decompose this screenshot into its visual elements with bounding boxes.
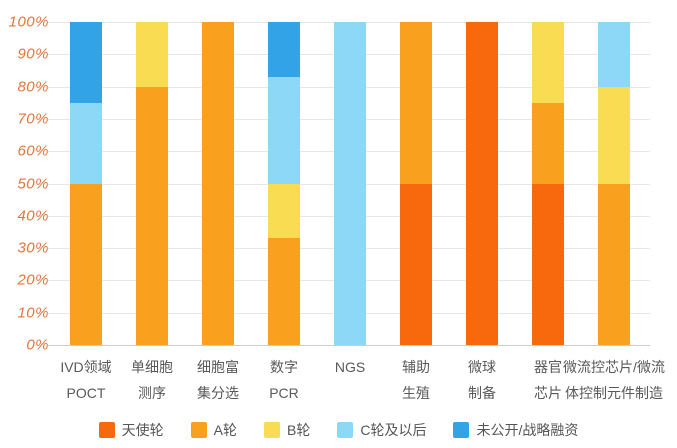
bar-segment bbox=[598, 22, 630, 87]
y-tick-label: 40% bbox=[17, 207, 49, 225]
chart-legend: 天使轮 A轮 B轮 C轮及以后 未公开/战略融资 bbox=[0, 420, 677, 440]
category-label-line: 芯片 bbox=[534, 385, 562, 401]
category-label-line: 测序 bbox=[138, 385, 166, 401]
bar-column bbox=[70, 22, 102, 345]
category-label-line: IVD领域 bbox=[60, 359, 112, 375]
bar-segment bbox=[136, 86, 168, 345]
category-label: NGS bbox=[335, 354, 365, 380]
legend-label: 未公开/战略融资 bbox=[476, 422, 579, 438]
legend-label: B轮 bbox=[286, 422, 311, 438]
category-label-line: 体控制元件制造 bbox=[564, 385, 663, 401]
bar-segment bbox=[268, 183, 300, 239]
gridline bbox=[48, 345, 650, 346]
bar-segment bbox=[70, 183, 102, 345]
category-label-line: 制备 bbox=[468, 385, 496, 401]
bar-segment bbox=[532, 183, 564, 345]
y-tick-label: 50% bbox=[17, 175, 49, 192]
category-label: 数字 PCR bbox=[269, 354, 299, 406]
y-tick-label: 90% bbox=[17, 45, 49, 63]
legend-item: C轮及以后 bbox=[337, 420, 426, 440]
legend-swatch bbox=[190, 422, 207, 438]
legend-item: A轮 bbox=[190, 420, 237, 440]
category-label-line: 细胞富 bbox=[197, 359, 239, 375]
bar-segment bbox=[334, 22, 366, 345]
y-tick-label: 10% bbox=[17, 304, 49, 322]
bar-segment bbox=[400, 183, 432, 345]
category-label: 单细胞 测序 bbox=[131, 354, 173, 406]
bar-segment bbox=[70, 22, 102, 103]
category-label-line: 辅助 bbox=[402, 359, 430, 375]
category-label-line: 集分选 bbox=[197, 385, 239, 401]
category-label-line: PCR bbox=[269, 385, 299, 401]
category-label-line: POCT bbox=[66, 385, 106, 401]
bar-segment bbox=[400, 22, 432, 184]
y-tick-label: 20% bbox=[17, 271, 49, 289]
category-label: 细胞富 集分选 bbox=[197, 354, 239, 406]
category-label-line: 微流控芯片/微流 bbox=[563, 359, 665, 375]
bar-column bbox=[532, 22, 564, 345]
bar-column bbox=[598, 22, 630, 345]
category-label: 微流控芯片/微流 体控制元件制造 bbox=[563, 354, 665, 406]
legend-label: A轮 bbox=[213, 422, 237, 438]
y-tick-label: 80% bbox=[17, 78, 49, 96]
bar-segment bbox=[268, 76, 300, 184]
legend-swatch bbox=[98, 422, 115, 438]
y-tick-label: 100% bbox=[8, 13, 49, 31]
legend-label: C轮及以后 bbox=[360, 422, 427, 438]
category-label: 微球 制备 bbox=[468, 354, 496, 406]
bar-column bbox=[334, 22, 366, 345]
category-label: 器官 芯片 bbox=[534, 354, 562, 406]
category-label: IVD领域 POCT bbox=[60, 354, 111, 406]
bar-column bbox=[136, 22, 168, 345]
category-label-line: 微球 bbox=[468, 359, 496, 375]
bar-segment bbox=[466, 22, 498, 345]
y-tick-label: 0% bbox=[26, 336, 49, 354]
legend-label: 天使轮 bbox=[121, 422, 164, 438]
bar-segment bbox=[598, 183, 630, 345]
bar-segment bbox=[202, 22, 234, 345]
bar-column bbox=[400, 22, 432, 345]
y-tick-label: 30% bbox=[17, 239, 49, 257]
bar-segment bbox=[532, 102, 564, 184]
y-tick-label: 60% bbox=[17, 142, 49, 160]
category-label: 辅助 生殖 bbox=[402, 354, 430, 406]
legend-swatch bbox=[337, 422, 354, 438]
bar-segment bbox=[532, 22, 564, 103]
bar-segment bbox=[598, 86, 630, 184]
legend-swatch bbox=[263, 422, 280, 438]
category-label-line: 数字 bbox=[270, 359, 298, 375]
legend-item: 天使轮 bbox=[98, 420, 164, 440]
bar-segment bbox=[268, 238, 300, 345]
bar-column bbox=[268, 22, 300, 345]
bar-column bbox=[466, 22, 498, 345]
bar-segment bbox=[136, 22, 168, 87]
bar-segment bbox=[70, 102, 102, 184]
bar-column bbox=[202, 22, 234, 345]
category-label-line: NGS bbox=[334, 359, 366, 375]
legend-swatch bbox=[453, 422, 470, 438]
category-label-line: 生殖 bbox=[402, 385, 430, 401]
legend-item: B轮 bbox=[263, 420, 311, 440]
category-label-line: 单细胞 bbox=[131, 359, 173, 375]
bar-segment bbox=[268, 22, 300, 77]
legend-item: 未公开/战略融资 bbox=[453, 420, 578, 440]
category-label-line: 器官 bbox=[534, 359, 562, 375]
y-tick-label: 70% bbox=[17, 110, 49, 128]
plot-area: 100% 90% 80% 70% 60% 50% 40% 30% 20% 10% 0% IVD领域 PO… bbox=[9, 14, 665, 402]
